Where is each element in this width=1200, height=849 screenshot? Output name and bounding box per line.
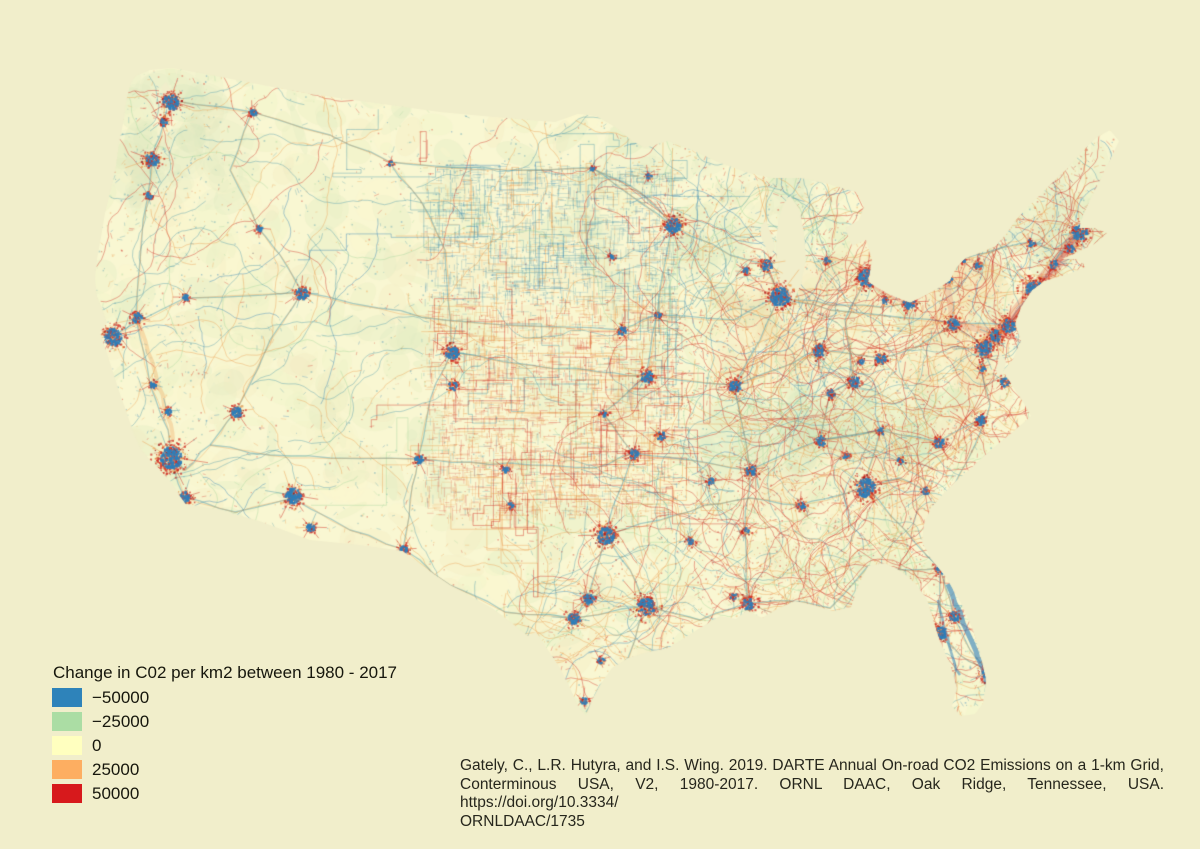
legend-row: −50000 <box>52 688 397 707</box>
legend-swatch-zero <box>52 736 82 755</box>
legend-row: 50000 <box>52 784 397 803</box>
legend-row: −25000 <box>52 712 397 731</box>
legend-label: 25000 <box>92 759 140 779</box>
legend-label: 0 <box>92 735 102 755</box>
legend-row: 25000 <box>52 760 397 779</box>
citation: Gately, C., L.R. Hutyra, and I.S. Wing. … <box>460 757 1164 831</box>
legend-swatch-50000 <box>52 784 82 803</box>
citation-line: Conterminous USA, V2, 1980-2017. ORNL DA… <box>460 775 1164 812</box>
citation-line: Gately, C., L.R. Hutyra, and I.S. Wing. … <box>460 757 1164 774</box>
legend-label: 50000 <box>92 783 140 803</box>
legend: Change in C02 per km2 between 1980 - 201… <box>52 663 397 808</box>
legend-label: −50000 <box>92 687 150 707</box>
citation-line: ORNLDAAC/1735 <box>460 812 585 830</box>
legend-swatch-neg25000 <box>52 712 82 731</box>
legend-label: −25000 <box>92 711 150 731</box>
legend-swatch-25000 <box>52 760 82 779</box>
legend-swatch-neg50000 <box>52 688 82 707</box>
legend-row: 0 <box>52 736 397 755</box>
legend-title: Change in C02 per km2 between 1980 - 201… <box>53 663 398 682</box>
